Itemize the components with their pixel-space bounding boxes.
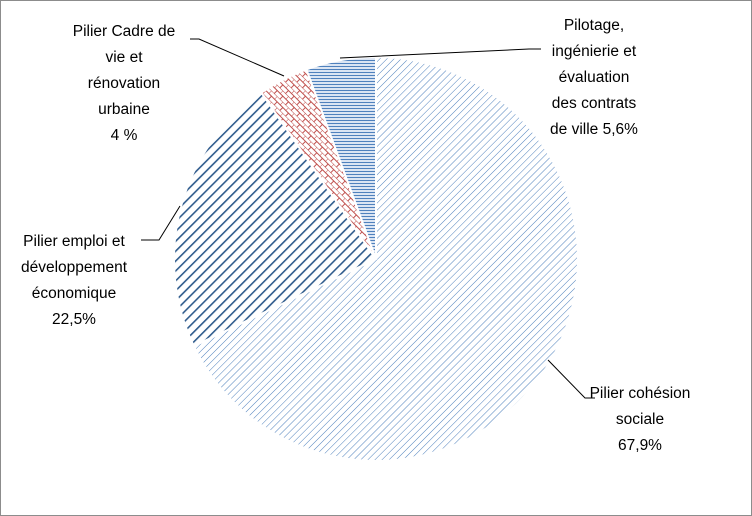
slice-label-line: Pilotage, (564, 17, 624, 34)
slice-label-line: 67,9% (618, 437, 662, 454)
slice-label-line: Pilier emploi et (23, 233, 125, 250)
leader-line (190, 38, 285, 77)
slice-label-line: Pilier Cadre de (73, 23, 176, 40)
slice-label-line: des contrats (552, 95, 637, 112)
pie-slice (305, 55, 377, 260)
pie-slice (173, 91, 378, 348)
slice-label-line: urbaine (98, 101, 150, 118)
slice-label-line: ingénierie et (552, 43, 637, 60)
slice-label-line: Pilier cohésion (590, 385, 691, 402)
leader-lines (141, 38, 595, 399)
leader-line (547, 359, 595, 399)
pie-slices (173, 55, 579, 462)
pie-slice (192, 55, 579, 462)
slice-label-line: 4 % (111, 127, 138, 144)
slice-label-line: évaluation (559, 69, 630, 86)
slice-label-line: sociale (616, 411, 664, 428)
slice-label-line: économique (32, 285, 116, 302)
slice-label: Pilotage, ingénierie et évaluation des cont… (550, 17, 638, 138)
leader-line (141, 205, 181, 241)
slice-label-line: de ville 5,6% (550, 121, 638, 138)
slice-label: Pilier Cadre de vie et rénovation urbaine 4 … (73, 23, 176, 144)
slice-label: Pilier emploi et développement économique 2… (21, 233, 128, 328)
slice-label-line: vie et (105, 49, 143, 66)
slice-labels: Pilier cohésion sociale 67,9% Pilier emploi… (21, 17, 690, 454)
slice-label-line: développement (21, 259, 128, 276)
slice-label: Pilier cohésion sociale 67,9% (590, 385, 691, 454)
leader-line (339, 48, 541, 59)
slice-label-line: rénovation (88, 75, 160, 92)
slice-label-line: 22,5% (52, 311, 96, 328)
